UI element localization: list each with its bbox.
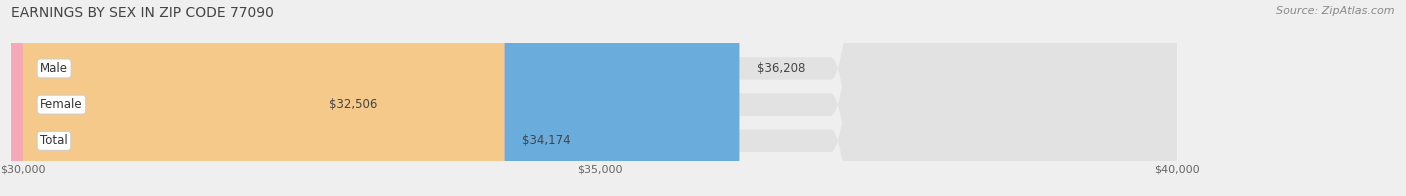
Text: $34,174: $34,174 <box>522 134 571 147</box>
FancyBboxPatch shape <box>22 0 1177 196</box>
Text: $32,506: $32,506 <box>329 98 378 111</box>
Text: Female: Female <box>41 98 83 111</box>
Text: EARNINGS BY SEX IN ZIP CODE 77090: EARNINGS BY SEX IN ZIP CODE 77090 <box>11 6 274 20</box>
Text: Total: Total <box>41 134 67 147</box>
Text: Male: Male <box>41 62 67 75</box>
FancyBboxPatch shape <box>0 0 370 196</box>
FancyBboxPatch shape <box>22 0 740 196</box>
FancyBboxPatch shape <box>22 0 1177 196</box>
Text: Source: ZipAtlas.com: Source: ZipAtlas.com <box>1277 6 1395 16</box>
Text: $36,208: $36,208 <box>756 62 806 75</box>
FancyBboxPatch shape <box>22 0 1177 196</box>
FancyBboxPatch shape <box>22 0 505 196</box>
